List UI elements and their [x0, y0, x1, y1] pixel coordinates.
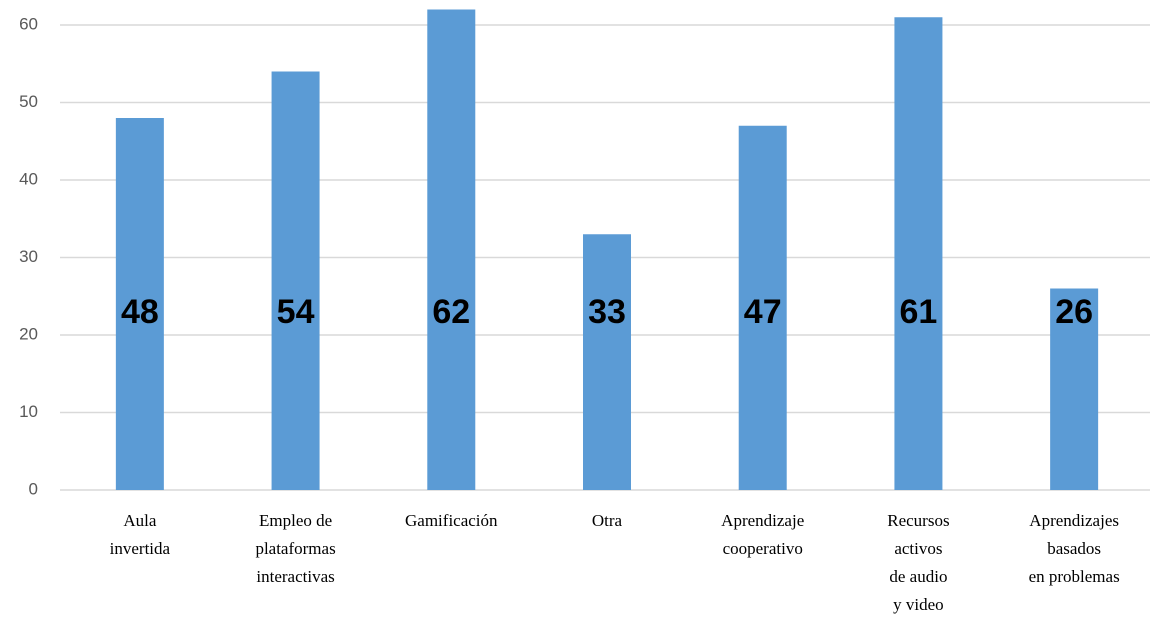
x-tick-label: en problemas — [1029, 567, 1120, 586]
x-tick-label: Recursos — [887, 511, 949, 530]
y-tick-label: 10 — [19, 402, 38, 421]
bar — [1050, 288, 1099, 490]
x-tick-label: plataformas — [255, 539, 335, 558]
value-label: 47 — [744, 293, 782, 331]
value-label: 61 — [900, 293, 938, 331]
y-tick-label: 60 — [19, 14, 38, 33]
x-tick-label: interactivas — [256, 567, 334, 586]
value-label: 62 — [432, 293, 470, 331]
x-tick-label: Empleo de — [259, 511, 332, 530]
y-tick-label: 20 — [19, 324, 38, 343]
value-label: 26 — [1055, 293, 1093, 331]
y-tick-label: 30 — [19, 247, 38, 266]
x-tick-label: y video — [893, 595, 944, 614]
bar — [427, 9, 476, 490]
bar — [271, 71, 320, 490]
value-label: 54 — [277, 293, 315, 331]
x-tick-label: Gamificación — [405, 511, 498, 530]
y-tick-label: 0 — [29, 479, 38, 498]
y-tick-label: 50 — [19, 92, 38, 111]
bar — [583, 234, 631, 490]
x-tick-label: Aula — [123, 511, 157, 530]
y-tick-label: 40 — [19, 169, 38, 188]
x-tick-label: basados — [1047, 539, 1101, 558]
x-tick-label: Otra — [592, 511, 623, 530]
bar — [115, 118, 164, 490]
bar — [894, 17, 943, 490]
value-label: 48 — [121, 293, 159, 331]
x-tick-label: activos — [894, 539, 942, 558]
x-tick-label: cooperativo — [723, 539, 803, 558]
bar — [738, 125, 787, 490]
value-label: 33 — [588, 293, 626, 331]
x-tick-label: Aprendizajes — [1029, 511, 1119, 530]
x-tick-label: Aprendizaje — [721, 511, 804, 530]
x-tick-label: de audio — [889, 567, 947, 586]
x-tick-label: invertida — [110, 539, 171, 558]
